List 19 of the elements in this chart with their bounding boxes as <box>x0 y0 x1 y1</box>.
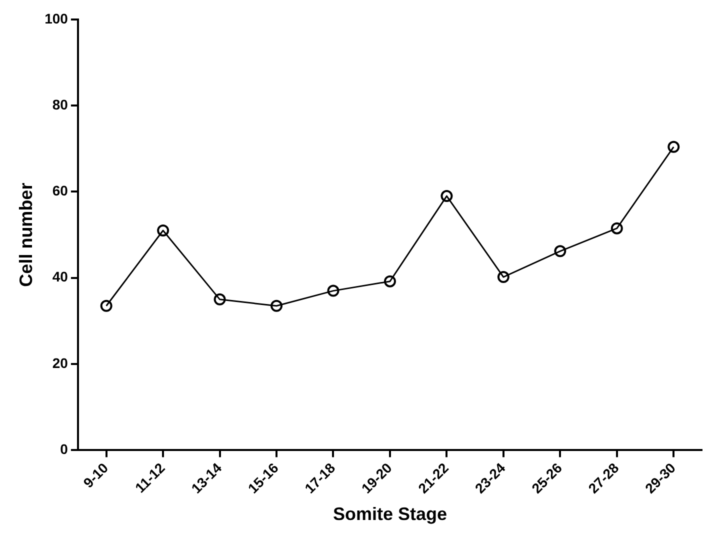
x-axis-title: Somite Stage <box>332 504 447 524</box>
point <box>157 224 170 236</box>
point <box>668 140 680 153</box>
y-tick-label: 0 <box>60 441 68 458</box>
y-tick-label: 60 <box>52 182 68 199</box>
point <box>384 275 396 288</box>
y-tick-label: 100 <box>44 10 68 26</box>
point <box>214 293 226 306</box>
point <box>440 190 453 202</box>
point <box>554 245 566 258</box>
point <box>270 300 283 312</box>
point <box>100 300 112 312</box>
y-tick-label: 80 <box>52 96 68 112</box>
point <box>497 271 510 284</box>
y-axis-title: Cell number <box>16 182 36 287</box>
y-tick-label: 40 <box>52 268 68 285</box>
point <box>327 284 340 297</box>
point <box>610 222 623 234</box>
y-tick-label: 20 <box>52 354 68 371</box>
